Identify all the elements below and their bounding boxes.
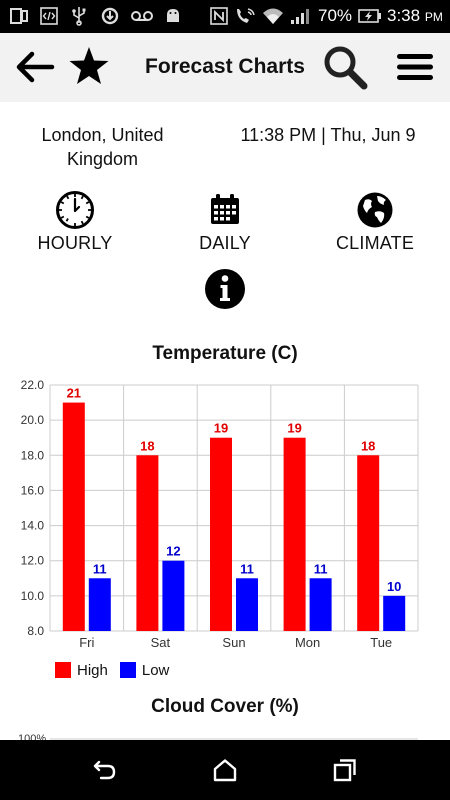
legend-swatch-low (119, 662, 136, 678)
android-icon (164, 6, 182, 26)
hourly-label: HOURLY (37, 233, 113, 253)
bar-high (62, 402, 85, 631)
x-tick-label: Fri (79, 635, 94, 650)
data-label-low: 10 (387, 579, 401, 594)
data-label-high: 21 (67, 386, 81, 401)
photo-gallery-icon (10, 6, 28, 26)
legend-item-low: Low (119, 661, 170, 679)
y-tick-label: 14.0 (21, 519, 45, 533)
status-time: 3:38 PM (387, 6, 443, 26)
globe-icon (355, 190, 395, 230)
y-tick-label: 8.0 (27, 624, 44, 638)
climate-button[interactable]: CLIMATE (320, 190, 430, 256)
wifi-icon (262, 6, 284, 26)
legend-label-low: Low (141, 661, 170, 679)
info-button[interactable] (204, 268, 246, 310)
y-tick-label: 10.0 (21, 589, 45, 603)
daily-button[interactable]: DAILY (170, 190, 280, 256)
bar-low (162, 560, 185, 631)
back-icon (93, 760, 116, 780)
info-icon (205, 269, 245, 309)
wifi-calling-icon (234, 6, 256, 26)
bar-low (236, 578, 258, 631)
nav-recents-button[interactable] (332, 758, 358, 782)
search-icon (324, 46, 368, 90)
bar-low (88, 578, 111, 631)
legend-item-high: High (55, 662, 108, 679)
search-button[interactable] (322, 44, 368, 90)
signal-icon (290, 6, 310, 26)
code-icon (40, 6, 58, 26)
battery-charging-icon (358, 6, 382, 26)
x-tick-label: Mon (295, 635, 320, 650)
bar-high (357, 455, 380, 631)
data-label-low: 11 (93, 561, 107, 576)
nfc-icon (210, 6, 228, 26)
legend-label-high: High (77, 661, 108, 679)
cloud-y-tick-label: 100% (18, 733, 46, 740)
y-tick-label: 20.0 (21, 413, 45, 427)
data-label-low: 12 (166, 544, 180, 559)
cloud-cover-chart-title: Cloud Cover (%) (151, 696, 299, 717)
chart-legend: High Low (55, 660, 181, 680)
app-bar: Forecast Charts (0, 33, 450, 102)
clock-icon (55, 190, 95, 230)
y-tick-label: 12.0 (21, 554, 45, 568)
bar-high (283, 437, 306, 631)
calendar-icon (205, 190, 245, 230)
data-label-high: 19 (287, 421, 301, 436)
menu-button[interactable] (394, 49, 436, 85)
bar-low (309, 578, 332, 631)
y-tick-label: 18.0 (21, 448, 45, 462)
temperature-chart-title: Temperature (C) (152, 343, 298, 364)
data-label-high: 19 (214, 421, 228, 436)
x-tick-label: Sun (222, 635, 245, 650)
back-arrow-icon (16, 51, 55, 83)
y-tick-label: 22.0 (21, 378, 45, 392)
recents-icon (333, 759, 356, 782)
x-tick-label: Tue (370, 635, 392, 650)
temperature-chart: 8.0 10.0 12.0 14.0 16.0 18.0 20.0 22.0 21 11 Fri 18… (21, 378, 419, 650)
status-time-value: 3:38 (387, 6, 421, 25)
favorite-button[interactable] (68, 45, 110, 87)
x-tick-label: Sat (151, 635, 171, 650)
data-label-high: 18 (140, 438, 154, 453)
local-datetime: 11:38 PM | Thu, Jun 9 (240, 125, 416, 145)
status-bar: 70% 3:38 PM (0, 0, 450, 33)
bar-low (383, 595, 406, 631)
location-name: London, United Kingdom (41, 125, 164, 169)
climate-label: CLIMATE (335, 233, 415, 253)
daily-label: DAILY (199, 233, 251, 253)
voicemail-icon (130, 6, 154, 26)
status-time-ampm: PM (424, 10, 443, 24)
sync-icon (100, 6, 120, 26)
data-label-high: 18 (361, 438, 375, 453)
nav-home-button[interactable] (212, 758, 238, 782)
menu-icon (397, 54, 433, 80)
page-title: Forecast Charts (145, 55, 305, 78)
battery-percentage: 70% (318, 6, 353, 25)
hourly-button[interactable]: HOURLY (20, 190, 130, 256)
y-tick-label: 16.0 (21, 483, 45, 497)
legend-swatch-high (55, 662, 71, 678)
back-button[interactable] (14, 47, 56, 87)
star-icon (69, 47, 109, 84)
bar-high (136, 455, 159, 631)
data-label-low: 11 (314, 561, 328, 576)
bar-high (210, 437, 232, 631)
home-icon (213, 759, 237, 782)
navigation-bar (0, 740, 450, 800)
cloud-cover-chart: 100% (18, 733, 418, 740)
nav-back-button[interactable] (92, 758, 118, 782)
usb-icon (70, 6, 88, 26)
data-label-low: 11 (240, 561, 254, 576)
